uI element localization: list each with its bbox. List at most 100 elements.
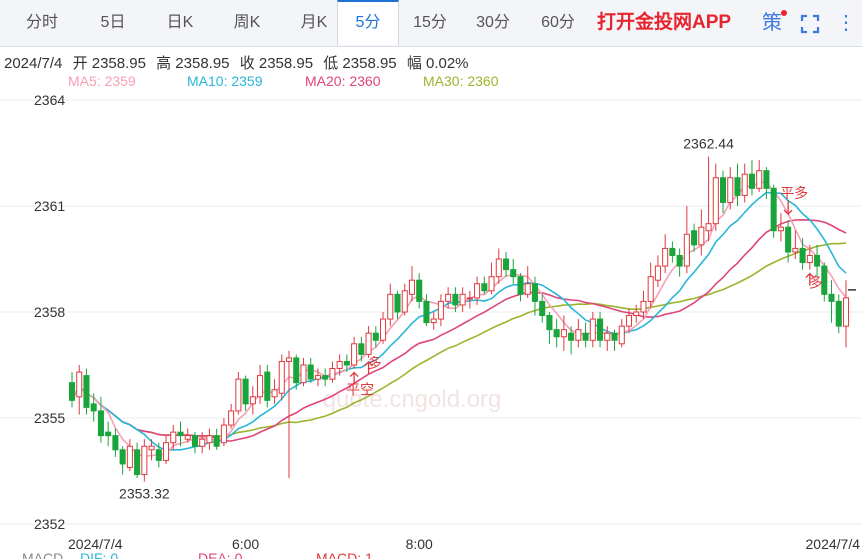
info-open: 开 2358.95 bbox=[72, 55, 146, 72]
candle-body-69 bbox=[568, 332, 575, 341]
candle-body-60 bbox=[502, 258, 510, 271]
macd-label-2: DEA: 0 bbox=[198, 550, 243, 559]
candle-body-49 bbox=[423, 300, 430, 324]
candle-body-72 bbox=[589, 318, 596, 341]
ma10-line bbox=[71, 191, 847, 452]
candle-body-46 bbox=[401, 290, 408, 313]
signal-3: 平多 bbox=[780, 185, 808, 216]
signal-2: 多 bbox=[364, 355, 382, 374]
candle-body-80 bbox=[647, 276, 654, 302]
ma30-legend: MA30: 2360 bbox=[423, 73, 499, 89]
candle-body-89 bbox=[712, 177, 719, 225]
candle-body-48 bbox=[416, 279, 423, 302]
candle-body-94 bbox=[748, 173, 755, 189]
candle-body-86 bbox=[691, 230, 698, 246]
candle-body-53 bbox=[452, 293, 459, 306]
candle-body-20 bbox=[213, 435, 220, 447]
candle-body-3 bbox=[90, 403, 97, 412]
candle-body-30 bbox=[285, 357, 293, 362]
candle-body-99 bbox=[785, 226, 792, 253]
signal-label-1: 平空 bbox=[346, 382, 374, 398]
ma20-line bbox=[71, 218, 847, 442]
tab-4[interactable]: 周K bbox=[233, 14, 261, 31]
signal-label-2: 多 bbox=[368, 355, 382, 371]
candle-body-64 bbox=[531, 283, 538, 302]
tab-5[interactable]: 月K bbox=[300, 14, 328, 31]
open-app-link[interactable]: 打开金投网APP bbox=[597, 12, 732, 33]
more-icon-glyph: ⋮ bbox=[836, 12, 856, 34]
tab-3[interactable]: 日K bbox=[166, 14, 194, 31]
ma30-line bbox=[71, 242, 847, 438]
signal-arrow-3 bbox=[783, 200, 793, 216]
candle-body-4 bbox=[97, 410, 104, 437]
signal-label-4: 多 bbox=[809, 275, 823, 291]
candle-body-106 bbox=[835, 300, 842, 327]
signal-label-3: 平多 bbox=[780, 185, 808, 201]
candle-body-79 bbox=[640, 300, 647, 313]
macd-label-1: DIF: 0 bbox=[80, 550, 118, 559]
candle-body-91 bbox=[727, 177, 734, 203]
candle-body-5 bbox=[105, 431, 112, 437]
candle-body-63 bbox=[524, 283, 531, 295]
candle-body-2 bbox=[83, 375, 90, 408]
candle-body-26 bbox=[257, 375, 264, 398]
candle-body-90 bbox=[719, 177, 727, 203]
candle-body-54 bbox=[459, 293, 466, 306]
ohlc-info-row: 2024/7/4 开 2358.95 高 2358.95 收 2358.95 低… bbox=[4, 52, 475, 73]
candle-body-19 bbox=[206, 435, 213, 444]
signal-arrow-1 bbox=[349, 371, 359, 385]
signal-1: 平空 bbox=[346, 371, 374, 398]
candle-body-71 bbox=[582, 332, 589, 341]
signal-4: 多 bbox=[805, 272, 823, 291]
candle-body-25 bbox=[249, 396, 256, 405]
tab-9[interactable]: 60分 bbox=[541, 14, 575, 31]
x-tick-label-0: 2024/7/4 bbox=[68, 536, 123, 552]
tab-1[interactable]: 分时 bbox=[25, 14, 58, 31]
x-tick-label-2: 8:00 bbox=[406, 536, 433, 552]
candle-body-68 bbox=[560, 329, 567, 338]
tab-8[interactable]: 30分 bbox=[476, 14, 510, 31]
candle-body-96 bbox=[763, 170, 770, 189]
candle-body-84 bbox=[676, 254, 683, 267]
candle-body-7 bbox=[119, 449, 126, 465]
tab-2[interactable]: 5日 bbox=[100, 14, 126, 31]
x-tick-label-3: 2024/7/4 bbox=[806, 536, 861, 552]
x-tick-label-1: 6:00 bbox=[232, 536, 259, 552]
y-tick-label-2: 2358 bbox=[34, 304, 65, 320]
strategy-icon[interactable]: 策 bbox=[758, 0, 787, 46]
candle-body-105 bbox=[828, 293, 835, 302]
candle-body-33 bbox=[307, 364, 314, 380]
candle-body-51 bbox=[437, 300, 444, 320]
candle-body-38 bbox=[343, 360, 350, 366]
candle-body-42 bbox=[372, 332, 379, 341]
period-tab-bar: 分时 5日 日K 周K 月K 5分 15分 30分 60分 bbox=[0, 0, 862, 47]
candle-body-107 bbox=[842, 297, 850, 327]
candle-body-88 bbox=[705, 223, 712, 232]
fullscreen-icon[interactable] bbox=[796, 0, 824, 46]
more-icon[interactable]: ⋮ bbox=[834, 0, 858, 46]
candle-body-101 bbox=[799, 247, 806, 264]
low-annotation: 2353.32 bbox=[119, 486, 170, 502]
y-tick-label-1: 2361 bbox=[34, 198, 65, 214]
high-annotation: 2362.44 bbox=[683, 136, 734, 152]
candle-body-23 bbox=[235, 378, 242, 412]
candle-body-36 bbox=[329, 368, 336, 380]
candle-body-0 bbox=[68, 382, 76, 401]
candle-body-77 bbox=[625, 315, 633, 327]
candle-body-40 bbox=[358, 343, 365, 355]
candle-body-104 bbox=[821, 265, 828, 295]
candle-body-6 bbox=[112, 435, 119, 451]
tab-7[interactable]: 15分 bbox=[413, 14, 447, 31]
watermark-text: quote.cngold.org bbox=[323, 386, 502, 413]
y-tick-label-0: 2364 bbox=[34, 92, 65, 108]
candle-body-13 bbox=[163, 442, 170, 461]
macd-label-3: MACD: 1 bbox=[316, 550, 373, 559]
info-low: 低 2358.95 bbox=[323, 55, 397, 72]
tab-6[interactable]: 5分 bbox=[337, 0, 399, 45]
signal-arrow-2 bbox=[364, 361, 374, 374]
candle-body-22 bbox=[228, 410, 235, 426]
candle-body-10 bbox=[141, 445, 148, 476]
candle-body-34 bbox=[314, 375, 321, 380]
candle-body-87 bbox=[698, 226, 705, 246]
candle-body-57 bbox=[481, 283, 488, 292]
